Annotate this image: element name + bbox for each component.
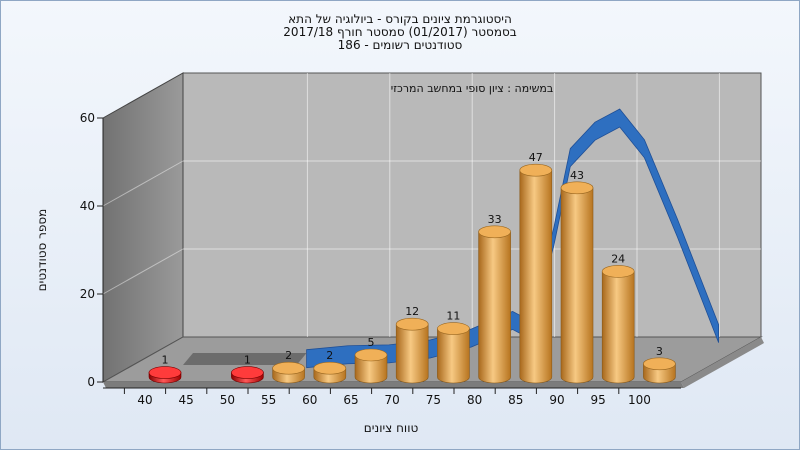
- bar-body: [478, 231, 511, 384]
- bar-top: [437, 322, 470, 335]
- y-axis-label: מספר סטודנטים: [35, 209, 49, 292]
- plot-floor-edge: [103, 382, 684, 388]
- bar-data-label: 5: [368, 336, 375, 349]
- bar-data-label: 1: [244, 354, 251, 367]
- bar-data-label: 3: [656, 345, 663, 358]
- x-tick-label: 55: [261, 393, 276, 407]
- bar-75: 11: [437, 310, 470, 384]
- y-tick-label: 0: [87, 375, 95, 389]
- bar-85: 47: [519, 151, 553, 384]
- curve-floor-shadow: [183, 353, 307, 365]
- bar-100: 3: [643, 345, 676, 384]
- bar-95: 24: [601, 252, 635, 384]
- bar-data-label: 43: [570, 169, 584, 182]
- bar-data-label: 2: [326, 349, 333, 362]
- chart-title-line-1: היסטוגרמת ציונים בקורס - ביולוגיה של התא: [288, 12, 512, 26]
- bar-data-label: 33: [488, 213, 502, 226]
- bar-data-label: 24: [611, 252, 625, 265]
- bar-data-label: 11: [446, 310, 460, 323]
- bar-60: 2: [313, 349, 347, 384]
- gridline-side: [102, 248, 184, 295]
- bar-40: 1: [148, 354, 182, 384]
- x-tick-label: 45: [179, 393, 194, 407]
- y-tick-label: 40: [80, 199, 95, 213]
- y-tick-label: 20: [80, 287, 95, 301]
- gridline-side: [102, 160, 184, 207]
- bar-top: [519, 163, 553, 177]
- x-tick-label: 95: [591, 393, 606, 407]
- bar-top: [231, 366, 264, 379]
- bar-body: [601, 271, 635, 384]
- bar-body: [354, 354, 388, 384]
- bar-90: 43: [560, 169, 594, 384]
- bar-top: [601, 265, 635, 278]
- bar-body: [560, 187, 594, 384]
- bar-body: [437, 328, 470, 384]
- bar-50: 1: [231, 354, 264, 384]
- bar-top: [478, 225, 511, 239]
- y-tick-label: 60: [80, 111, 95, 125]
- x-tick-label: 50: [220, 393, 235, 407]
- bar-top: [354, 348, 388, 362]
- bar-top: [395, 317, 429, 331]
- chart-title-line-3: סטודנטים רשומים - 186: [337, 38, 463, 52]
- bar-top: [148, 366, 182, 379]
- bar-data-label: 47: [529, 151, 543, 164]
- x-tick-label: 80: [467, 393, 482, 407]
- bar-body: [395, 323, 429, 384]
- x-tick-label: 100: [628, 393, 651, 407]
- x-axis-label: טווח ציונים: [364, 421, 419, 435]
- x-tick-label: 40: [137, 393, 152, 407]
- bar-data-label: 1: [162, 354, 169, 367]
- bar-data-label: 12: [405, 305, 419, 318]
- bar-top: [272, 361, 305, 375]
- plot-floor-side: [681, 337, 764, 388]
- x-tick-label: 60: [302, 393, 317, 407]
- bar-80: 33: [478, 213, 511, 384]
- chart-annotation: במשימה : ציון סופי במחשב המרכזי: [391, 82, 554, 95]
- bar-55: 2: [272, 349, 305, 384]
- x-tick-label: 85: [508, 393, 523, 407]
- bar-65: 5: [354, 336, 388, 384]
- x-tick-label: 90: [549, 393, 564, 407]
- x-tick-label: 75: [426, 393, 441, 407]
- x-tick-label: 65: [343, 393, 358, 407]
- bar-70: 12: [395, 305, 429, 384]
- plot-left-wall: [102, 72, 184, 383]
- x-tick-label: 70: [385, 393, 400, 407]
- chart-title-line-2: בסמסטר (01/2017) סמסטר חורף 2017/18: [283, 25, 517, 39]
- bar-top: [643, 357, 676, 371]
- bar-top: [313, 361, 347, 375]
- bar-body: [519, 169, 553, 384]
- bar-data-label: 2: [285, 349, 292, 362]
- bar-top: [560, 181, 594, 195]
